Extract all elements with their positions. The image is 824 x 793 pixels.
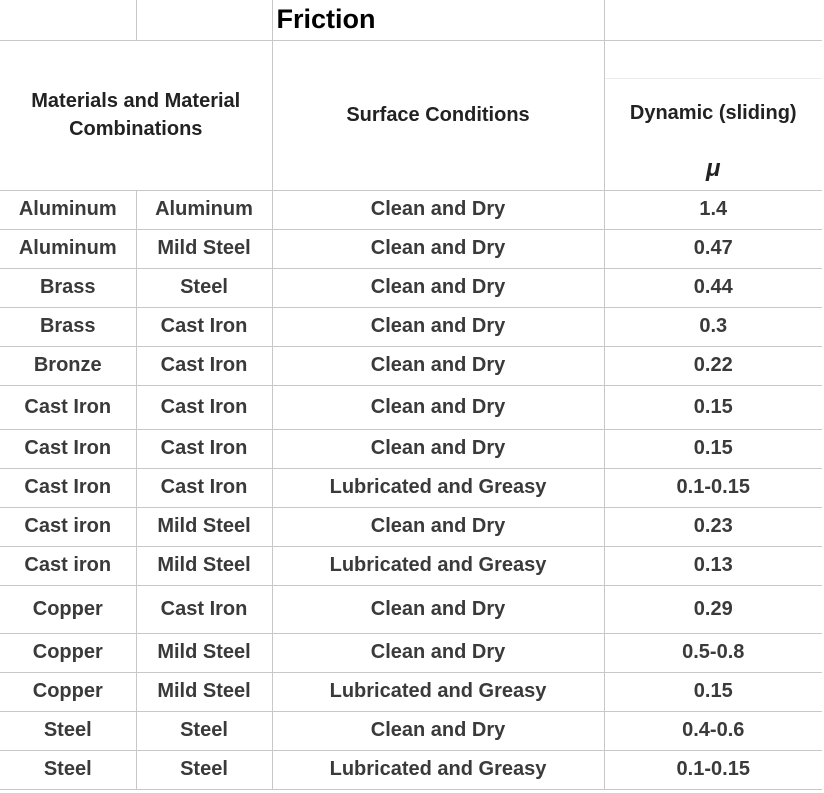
cell-material-1[interactable]: Bronze	[0, 345, 137, 386]
cell-dynamic-mu[interactable]: 0.1-0.15	[603, 749, 822, 790]
cell-surface-condition[interactable]: Clean and Dry	[271, 306, 605, 347]
table-row: Aluminum Aluminum Clean and Dry 1.4	[0, 189, 822, 230]
cell-dynamic-mu[interactable]: 0.15	[603, 428, 822, 469]
cell-dynamic-mu[interactable]: 0.5-0.8	[603, 632, 822, 673]
cell-dynamic-mu[interactable]: 0.13	[603, 545, 822, 586]
cell-material-2[interactable]: Cast Iron	[135, 584, 273, 634]
table-row: Copper Mild Steel Lubricated and Greasy 0.1…	[0, 671, 822, 712]
cell-material-1[interactable]: Steel	[0, 710, 137, 751]
header-mu-symbol[interactable]: μ	[603, 148, 822, 191]
cell-surface-condition[interactable]: Lubricated and Greasy	[271, 545, 605, 586]
cell-material-2[interactable]: Mild Steel	[135, 506, 273, 547]
cell-material-2[interactable]: Mild Steel	[135, 632, 273, 673]
cell-material-1[interactable]: Brass	[0, 306, 137, 347]
cell-material-1[interactable]: Cast Iron	[0, 467, 137, 508]
cell-empty[interactable]	[0, 0, 137, 41]
cell-material-2[interactable]: Mild Steel	[135, 228, 273, 269]
cell-dynamic-mu[interactable]: 0.44	[603, 267, 822, 308]
cell-dynamic-mu[interactable]: 0.22	[603, 345, 822, 386]
cell-material-2[interactable]: Cast Iron	[135, 428, 273, 469]
cell-material-1[interactable]: Brass	[0, 267, 137, 308]
cell-dynamic-mu[interactable]: 0.4-0.6	[603, 710, 822, 751]
cell-material-2[interactable]: Mild Steel	[135, 545, 273, 586]
cell-material-2[interactable]: Steel	[135, 710, 273, 751]
cell-empty[interactable]	[603, 39, 822, 79]
cell-surface-condition[interactable]: Clean and Dry	[271, 228, 605, 269]
cell-surface-condition[interactable]: Clean and Dry	[271, 584, 605, 634]
header-materials[interactable]: Materials and Material Combinations	[0, 39, 273, 191]
cell-material-1[interactable]: Steel	[0, 749, 137, 790]
cell-surface-condition[interactable]: Lubricated and Greasy	[271, 467, 605, 508]
table-row: Brass Cast Iron Clean and Dry 0.3	[0, 306, 822, 347]
cell-surface-condition[interactable]: Clean and Dry	[271, 384, 605, 430]
cell-material-2[interactable]: Steel	[135, 267, 273, 308]
table-row: Steel Steel Lubricated and Greasy 0.1-0.15	[0, 749, 822, 790]
title-row: Friction	[0, 0, 822, 41]
cell-material-1[interactable]: Copper	[0, 632, 137, 673]
header-dynamic-sliding[interactable]: Dynamic (sliding)	[603, 77, 822, 148]
cell-empty[interactable]	[135, 0, 273, 41]
cell-material-2[interactable]: Cast Iron	[135, 384, 273, 430]
cell-dynamic-mu[interactable]: 1.4	[603, 189, 822, 230]
cell-empty[interactable]	[603, 0, 822, 41]
cell-material-1[interactable]: Copper	[0, 671, 137, 712]
cell-surface-condition[interactable]: Clean and Dry	[271, 189, 605, 230]
table-row: Cast Iron Cast Iron Clean and Dry 0.15	[0, 428, 822, 469]
cell-surface-condition[interactable]: Lubricated and Greasy	[271, 749, 605, 790]
cell-material-1[interactable]: Aluminum	[0, 189, 137, 230]
cell-material-1[interactable]: Aluminum	[0, 228, 137, 269]
cell-material-1[interactable]: Cast iron	[0, 506, 137, 547]
cell-material-2[interactable]: Cast Iron	[135, 306, 273, 347]
table-row: Cast Iron Cast Iron Lubricated and Greasy 0…	[0, 467, 822, 508]
cell-surface-condition[interactable]: Clean and Dry	[271, 345, 605, 386]
header-row: Materials and Material Combinations Surf…	[0, 39, 822, 191]
cell-dynamic-mu[interactable]: 0.29	[603, 584, 822, 634]
cell-surface-condition[interactable]: Lubricated and Greasy	[271, 671, 605, 712]
table-row: Cast Iron Cast Iron Clean and Dry 0.15	[0, 384, 822, 430]
cell-surface-condition[interactable]: Clean and Dry	[271, 632, 605, 673]
table-row: Steel Steel Clean and Dry 0.4-0.6	[0, 710, 822, 751]
cell-surface-condition[interactable]: Clean and Dry	[271, 506, 605, 547]
page-title[interactable]: Friction	[271, 0, 605, 41]
cell-material-1[interactable]: Cast Iron	[0, 428, 137, 469]
cell-dynamic-mu[interactable]: 0.15	[603, 671, 822, 712]
cell-material-2[interactable]: Mild Steel	[135, 671, 273, 712]
cell-material-2[interactable]: Steel	[135, 749, 273, 790]
cell-dynamic-mu[interactable]: 0.15	[603, 384, 822, 430]
table-row: Brass Steel Clean and Dry 0.44	[0, 267, 822, 308]
table-row: Bronze Cast Iron Clean and Dry 0.22	[0, 345, 822, 386]
cell-dynamic-mu[interactable]: 0.1-0.15	[603, 467, 822, 508]
cell-material-1[interactable]: Cast iron	[0, 545, 137, 586]
cell-dynamic-mu[interactable]: 0.47	[603, 228, 822, 269]
cell-material-1[interactable]: Cast Iron	[0, 384, 137, 430]
table-row: Cast iron Mild Steel Lubricated and Greasy…	[0, 545, 822, 586]
header-surface-conditions[interactable]: Surface Conditions	[271, 39, 605, 191]
cell-material-2[interactable]: Cast Iron	[135, 345, 273, 386]
cell-material-2[interactable]: Aluminum	[135, 189, 273, 230]
cell-surface-condition[interactable]: Clean and Dry	[271, 710, 605, 751]
table-row: Aluminum Mild Steel Clean and Dry 0.47	[0, 228, 822, 269]
table-row: Cast iron Mild Steel Clean and Dry 0.23	[0, 506, 822, 547]
cell-material-2[interactable]: Cast Iron	[135, 467, 273, 508]
cell-material-1[interactable]: Copper	[0, 584, 137, 634]
header-row: Dynamic (sliding)	[0, 77, 822, 148]
cell-dynamic-mu[interactable]: 0.3	[603, 306, 822, 347]
cell-surface-condition[interactable]: Clean and Dry	[271, 428, 605, 469]
table-row: Copper Mild Steel Clean and Dry 0.5-0.8	[0, 632, 822, 673]
table-row: Copper Cast Iron Clean and Dry 0.29	[0, 584, 822, 634]
cell-surface-condition[interactable]: Clean and Dry	[271, 267, 605, 308]
cell-dynamic-mu[interactable]: 0.23	[603, 506, 822, 547]
